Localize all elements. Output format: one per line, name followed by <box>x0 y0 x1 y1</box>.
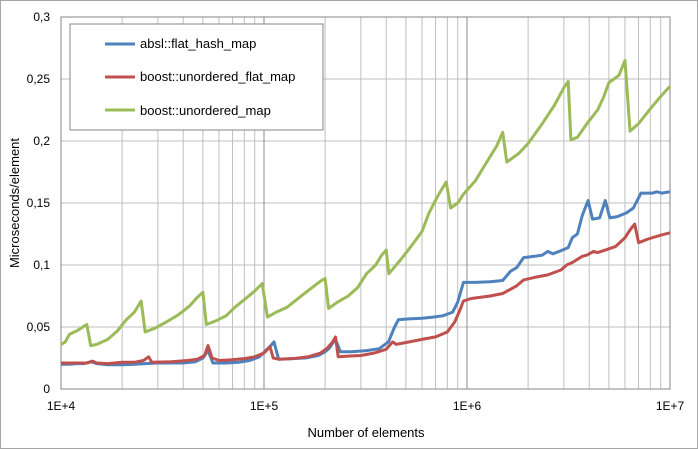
y-tick-label: 0,1 <box>33 258 50 272</box>
x-tick-label: 1E+5 <box>250 399 279 413</box>
series-line-boost-unordered-flat-map <box>61 222 671 366</box>
series-lines <box>60 58 672 367</box>
plot-area-border <box>60 16 671 390</box>
y-axis-title: Microseconds/element <box>7 138 22 268</box>
legend-label-absl-flat-hash-map: absl::flat_hash_map <box>140 36 256 51</box>
series-line-boost-unordered-map <box>60 58 672 348</box>
y-tick-label: 0,25 <box>27 72 51 86</box>
y-axis-tick-labels: 0 0,05 0,1 0,15 0,2 0,25 0,3 <box>27 10 51 396</box>
y-tick-label: 0 <box>43 382 50 396</box>
y-tick-label: 0,2 <box>33 134 50 148</box>
x-axis-title: Number of elements <box>307 425 425 440</box>
x-tick-label: 1E+7 <box>656 399 685 413</box>
legend-label-boost-unordered-map: boost::unordered_map <box>140 103 271 118</box>
x-axis-tick-labels: 1E+4 1E+5 1E+6 1E+7 <box>47 399 685 413</box>
y-tick-label: 0,05 <box>27 320 51 334</box>
y-tick-label: 0,3 <box>33 10 50 24</box>
x-tick-label: 1E+6 <box>453 399 482 413</box>
x-tick-label: 1E+4 <box>47 399 76 413</box>
y-tick-label: 0,15 <box>27 196 51 210</box>
legend: absl::flat_hash_map boost::unordered_fla… <box>69 23 324 131</box>
legend-label-boost-unordered-flat-map: boost::unordered_flat_map <box>140 69 295 84</box>
series-line-absl-flat-hash-map <box>61 190 671 367</box>
